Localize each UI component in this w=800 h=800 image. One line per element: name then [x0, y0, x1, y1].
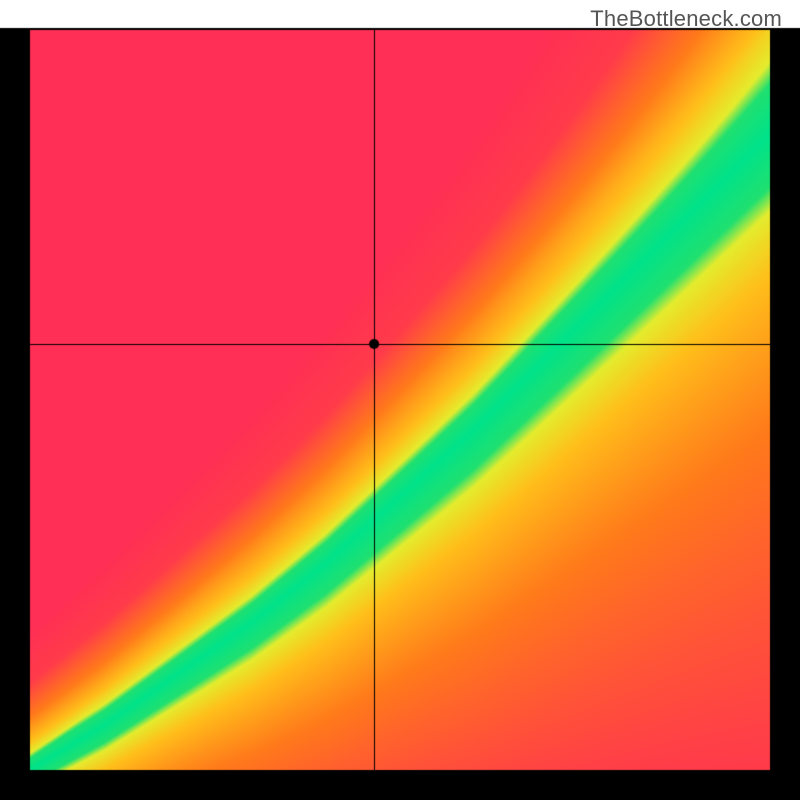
bottleneck-chart: TheBottleneck.com [0, 0, 800, 800]
watermark-text: TheBottleneck.com [590, 6, 782, 32]
heatmap-canvas [0, 0, 800, 800]
